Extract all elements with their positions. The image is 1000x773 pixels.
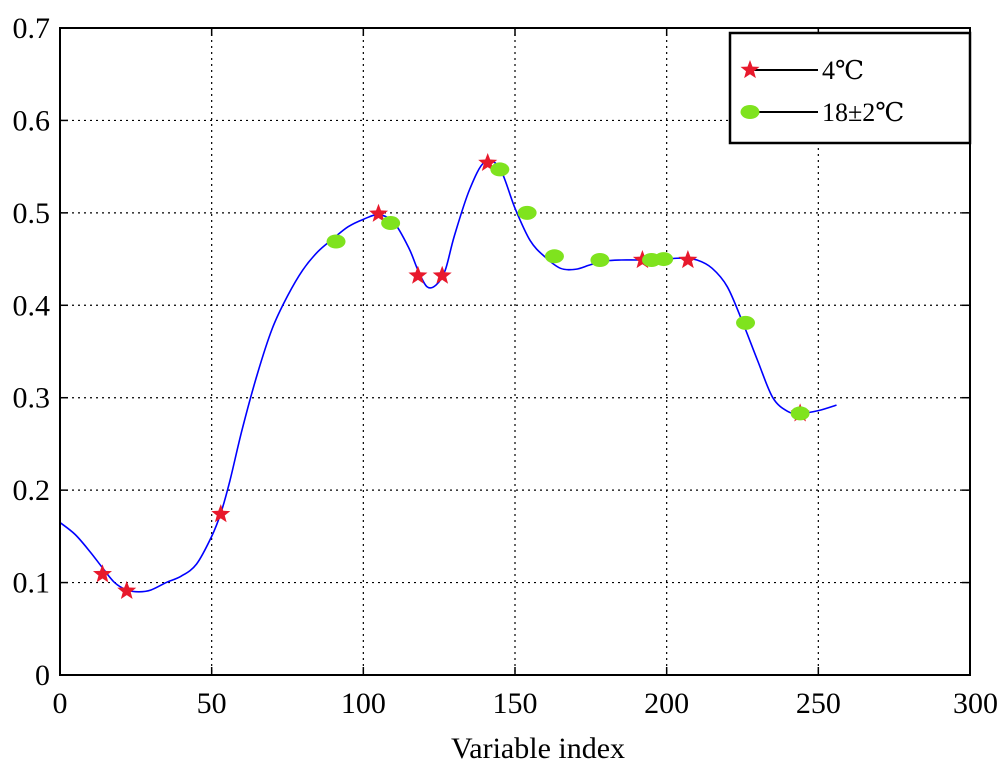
legend-marker-18c xyxy=(740,105,760,119)
y-tick-label: 0 xyxy=(35,659,50,692)
x-tick-label: 200 xyxy=(644,687,689,720)
star-marker xyxy=(408,265,428,284)
marker-layer xyxy=(92,152,810,599)
ellipse-marker xyxy=(490,162,510,177)
y-tick-label: 0.4 xyxy=(13,289,51,322)
ellipse-marker xyxy=(544,249,564,264)
star-marker xyxy=(92,564,112,583)
star-marker xyxy=(478,152,498,172)
tick-layer: 0 50 100 150 200 250 300 0 0.1 0.2 0.3 0.4 0.5 0.6 0.7 xyxy=(13,12,999,720)
y-tick-label: 0.2 xyxy=(13,474,51,507)
legend-box xyxy=(728,31,972,145)
curve-layer xyxy=(59,159,837,593)
x-axis-label: Variable index xyxy=(451,732,625,765)
star-marker xyxy=(678,250,698,269)
legend-marker-4c xyxy=(740,60,760,79)
star-marker xyxy=(211,504,231,523)
ellipse-marker xyxy=(381,216,401,231)
x-tick-label: 50 xyxy=(197,687,227,720)
ellipse-marker xyxy=(326,234,346,249)
spectrum-curve xyxy=(59,159,837,593)
legend-ellipse-marker xyxy=(740,105,760,119)
star-marker xyxy=(432,265,452,284)
legend: 4℃ 18±2℃ xyxy=(728,31,972,145)
star-marker xyxy=(368,203,389,222)
x-tick-label: 150 xyxy=(493,687,538,720)
grid-lines xyxy=(60,28,970,675)
x-tick-label: 0 xyxy=(53,687,68,720)
star-marker xyxy=(117,580,137,599)
ellipse-marker xyxy=(654,252,674,267)
x-tick-label: 250 xyxy=(796,687,841,720)
x-tick-label: 300 xyxy=(953,687,998,720)
x-tick-label: 100 xyxy=(341,687,386,720)
ellipse-marker xyxy=(517,205,537,220)
y-tick-label: 0.5 xyxy=(13,197,51,230)
y-tick-label: 0.6 xyxy=(13,104,51,137)
y-tick-label: 0.1 xyxy=(13,567,51,600)
ellipse-marker xyxy=(736,315,756,330)
ellipse-marker xyxy=(790,406,810,421)
legend-star-marker xyxy=(740,60,760,79)
ellipse-marker xyxy=(590,252,610,267)
y-tick-label: 0.3 xyxy=(13,382,51,415)
legend-label-4c: 4℃ xyxy=(822,56,864,85)
y-tick-label: 0.7 xyxy=(13,12,51,45)
legend-label-18c: 18±2℃ xyxy=(822,98,904,127)
